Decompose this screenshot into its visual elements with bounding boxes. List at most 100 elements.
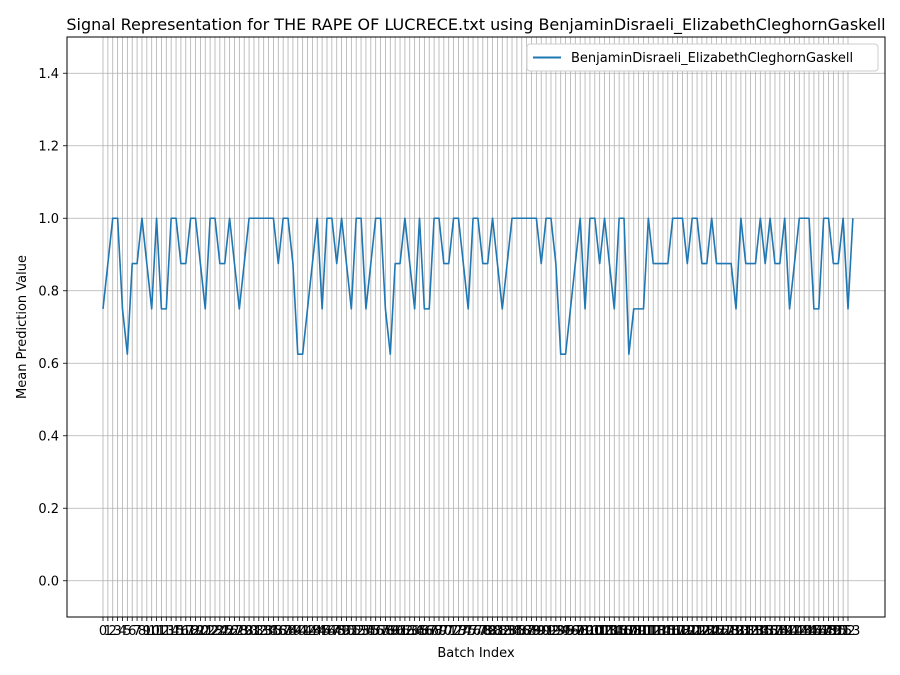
- x-tick-label: 57: [372, 624, 389, 639]
- x-tick-label: 76: [465, 624, 482, 639]
- x-tick-label: 3: [113, 624, 121, 639]
- x-tick-label: 73: [450, 624, 467, 639]
- x-tick-label: 79: [479, 624, 496, 639]
- x-tick-label: 140: [772, 624, 797, 639]
- x-tick-label: 138: [763, 624, 788, 639]
- y-tick-label: 0.4: [38, 429, 59, 444]
- x-tick-label: 75: [460, 624, 477, 639]
- x-tick-label: 80: [484, 624, 501, 639]
- x-tick-label: 113: [641, 624, 666, 639]
- x-tick-label: 134: [743, 624, 768, 639]
- x-tick-label: 148: [811, 624, 836, 639]
- x-tick-label: 21: [197, 624, 214, 639]
- x-tick-label: 114: [646, 624, 671, 639]
- x-tick-label: 153: [836, 624, 861, 639]
- x-tick-label: 26: [221, 624, 238, 639]
- x-tick-label: 34: [260, 624, 277, 639]
- x-tick-label: 58: [377, 624, 394, 639]
- x-tick-label: 111: [631, 624, 656, 639]
- x-tick-label: 56: [367, 624, 384, 639]
- x-tick-label: 106: [607, 624, 632, 639]
- x-tick-label: 0: [99, 624, 107, 639]
- legend: BenjaminDisraeli_ElizabethCleghornGaskel…: [526, 43, 879, 72]
- x-tick-label: 127: [709, 624, 734, 639]
- x-tick-label: 36: [270, 624, 287, 639]
- x-tick-label: 126: [704, 624, 729, 639]
- x-tick-label: 93: [548, 624, 565, 639]
- x-tick-label: 136: [753, 624, 778, 639]
- x-tick-label: 108: [616, 624, 641, 639]
- x-tick-label: 28: [231, 624, 248, 639]
- x-tick-label: 4: [118, 624, 126, 639]
- x-tick-label: 37: [275, 624, 292, 639]
- x-tick-label: 13: [158, 624, 175, 639]
- x-tick-label: 98: [572, 624, 589, 639]
- x-tick-label: 60: [387, 624, 404, 639]
- x-tick-label: 96: [562, 624, 579, 639]
- x-tick-label: 77: [470, 624, 487, 639]
- x-tick-label: 16: [173, 624, 190, 639]
- x-tick-label: 54: [358, 624, 375, 639]
- x-tick-label: 11: [148, 624, 165, 639]
- plot-frame: [66, 36, 886, 618]
- x-tick-label: 41: [294, 624, 311, 639]
- x-tick-label: 9: [143, 624, 151, 639]
- x-tick-label: 145: [797, 624, 822, 639]
- y-tick-label: 0.8: [38, 284, 59, 299]
- x-tick-label: 149: [816, 624, 841, 639]
- x-tick-label: 43: [304, 624, 321, 639]
- x-tick-label: 39: [285, 624, 302, 639]
- x-tick-label: 150: [821, 624, 846, 639]
- x-tick-label: 52: [348, 624, 365, 639]
- x-tick-label: 53: [353, 624, 370, 639]
- x-tick-label: 15: [168, 624, 185, 639]
- x-tick-label: 105: [602, 624, 627, 639]
- x-tick-label: 78: [475, 624, 492, 639]
- x-tick-label: 110: [626, 624, 651, 639]
- y-tick-label: 1.4: [38, 67, 59, 82]
- x-tick-label: 67: [421, 624, 438, 639]
- y-tick-label: 1.0: [38, 212, 59, 227]
- x-tick-label: 101: [582, 624, 607, 639]
- x-tick-label: 17: [178, 624, 195, 639]
- x-tick-label: 66: [416, 624, 433, 639]
- x-tick-label: 1: [104, 624, 112, 639]
- x-tick-label: 23: [207, 624, 224, 639]
- x-tick-label: 125: [699, 624, 724, 639]
- x-tick-label: 107: [612, 624, 637, 639]
- x-tick-label: 109: [621, 624, 646, 639]
- x-tick-label: 12: [153, 624, 170, 639]
- x-tick-label: 131: [728, 624, 753, 639]
- x-tick-label: 102: [587, 624, 612, 639]
- x-tick-label: 74: [455, 624, 472, 639]
- x-tick-label: 32: [251, 624, 268, 639]
- x-tick-label: 141: [777, 624, 802, 639]
- legend-label: BenjaminDisraeli_ElizabethCleghornGaskel…: [571, 51, 853, 66]
- x-tick-label: 51: [343, 624, 360, 639]
- x-tick-label: 72: [445, 624, 462, 639]
- x-tick-label: 97: [567, 624, 584, 639]
- x-tick-label: 44: [309, 624, 326, 639]
- x-tick-label: 124: [694, 624, 719, 639]
- y-tick-label: 0.2: [38, 502, 59, 517]
- x-tick-label: 103: [592, 624, 617, 639]
- y-axis-label: Mean Prediction Value: [15, 255, 30, 399]
- x-tick-label: 40: [289, 624, 306, 639]
- x-tick-label: 91: [538, 624, 555, 639]
- x-tick-label: 14: [163, 624, 180, 639]
- x-tick-label: 8: [138, 624, 146, 639]
- x-tick-label: 112: [636, 624, 661, 639]
- x-tick-label: 27: [226, 624, 243, 639]
- x-tick-label: 94: [552, 624, 569, 639]
- x-tick-label: 135: [748, 624, 773, 639]
- x-tick-label: 10: [143, 624, 160, 639]
- x-tick-label: 33: [255, 624, 272, 639]
- x-tick-label: 85: [509, 624, 526, 639]
- x-tick-label: 95: [557, 624, 574, 639]
- x-tick-label: 84: [504, 624, 521, 639]
- x-tick-label: 104: [597, 624, 622, 639]
- x-tick-label: 115: [651, 624, 676, 639]
- x-tick-label: 42: [299, 624, 316, 639]
- x-tick-label: 29: [236, 624, 253, 639]
